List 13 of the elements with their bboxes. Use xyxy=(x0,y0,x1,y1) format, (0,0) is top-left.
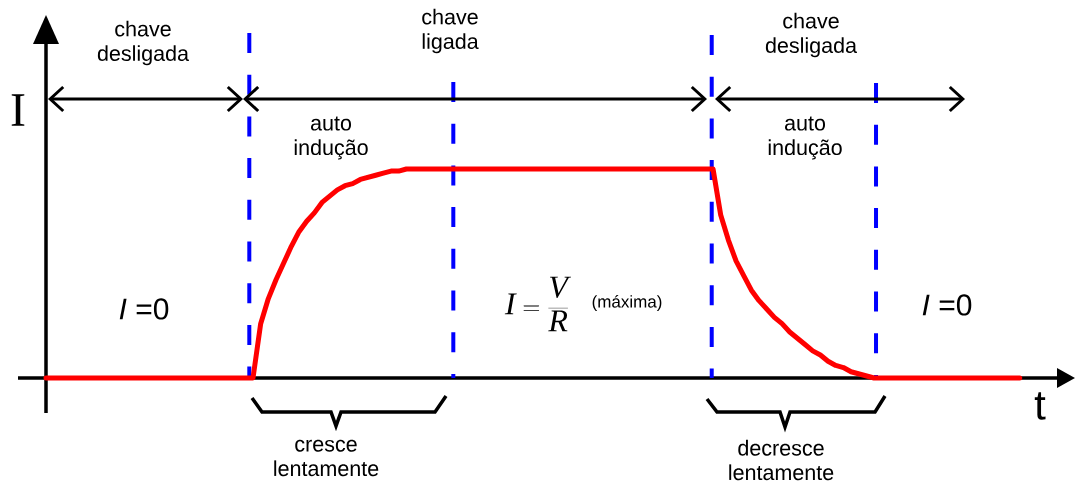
text: auto indução xyxy=(768,116,842,160)
annotation: I =0 xyxy=(922,294,972,316)
text: chave desligada xyxy=(765,12,858,58)
text: auto indução xyxy=(294,116,368,160)
text: chave ligada xyxy=(422,8,479,54)
text: decresce lentamente xyxy=(729,439,834,481)
text: cresce lentamente xyxy=(274,439,379,477)
text: chave desligada xyxy=(97,20,189,66)
y-axis-title: I xyxy=(11,94,25,126)
annotation: (máxima) xyxy=(592,294,662,312)
annotation: I =0 xyxy=(119,298,169,320)
x-axis-title: t xyxy=(1034,392,1046,420)
annotation: $I=\frac{V}{R}$ xyxy=(504,276,571,332)
